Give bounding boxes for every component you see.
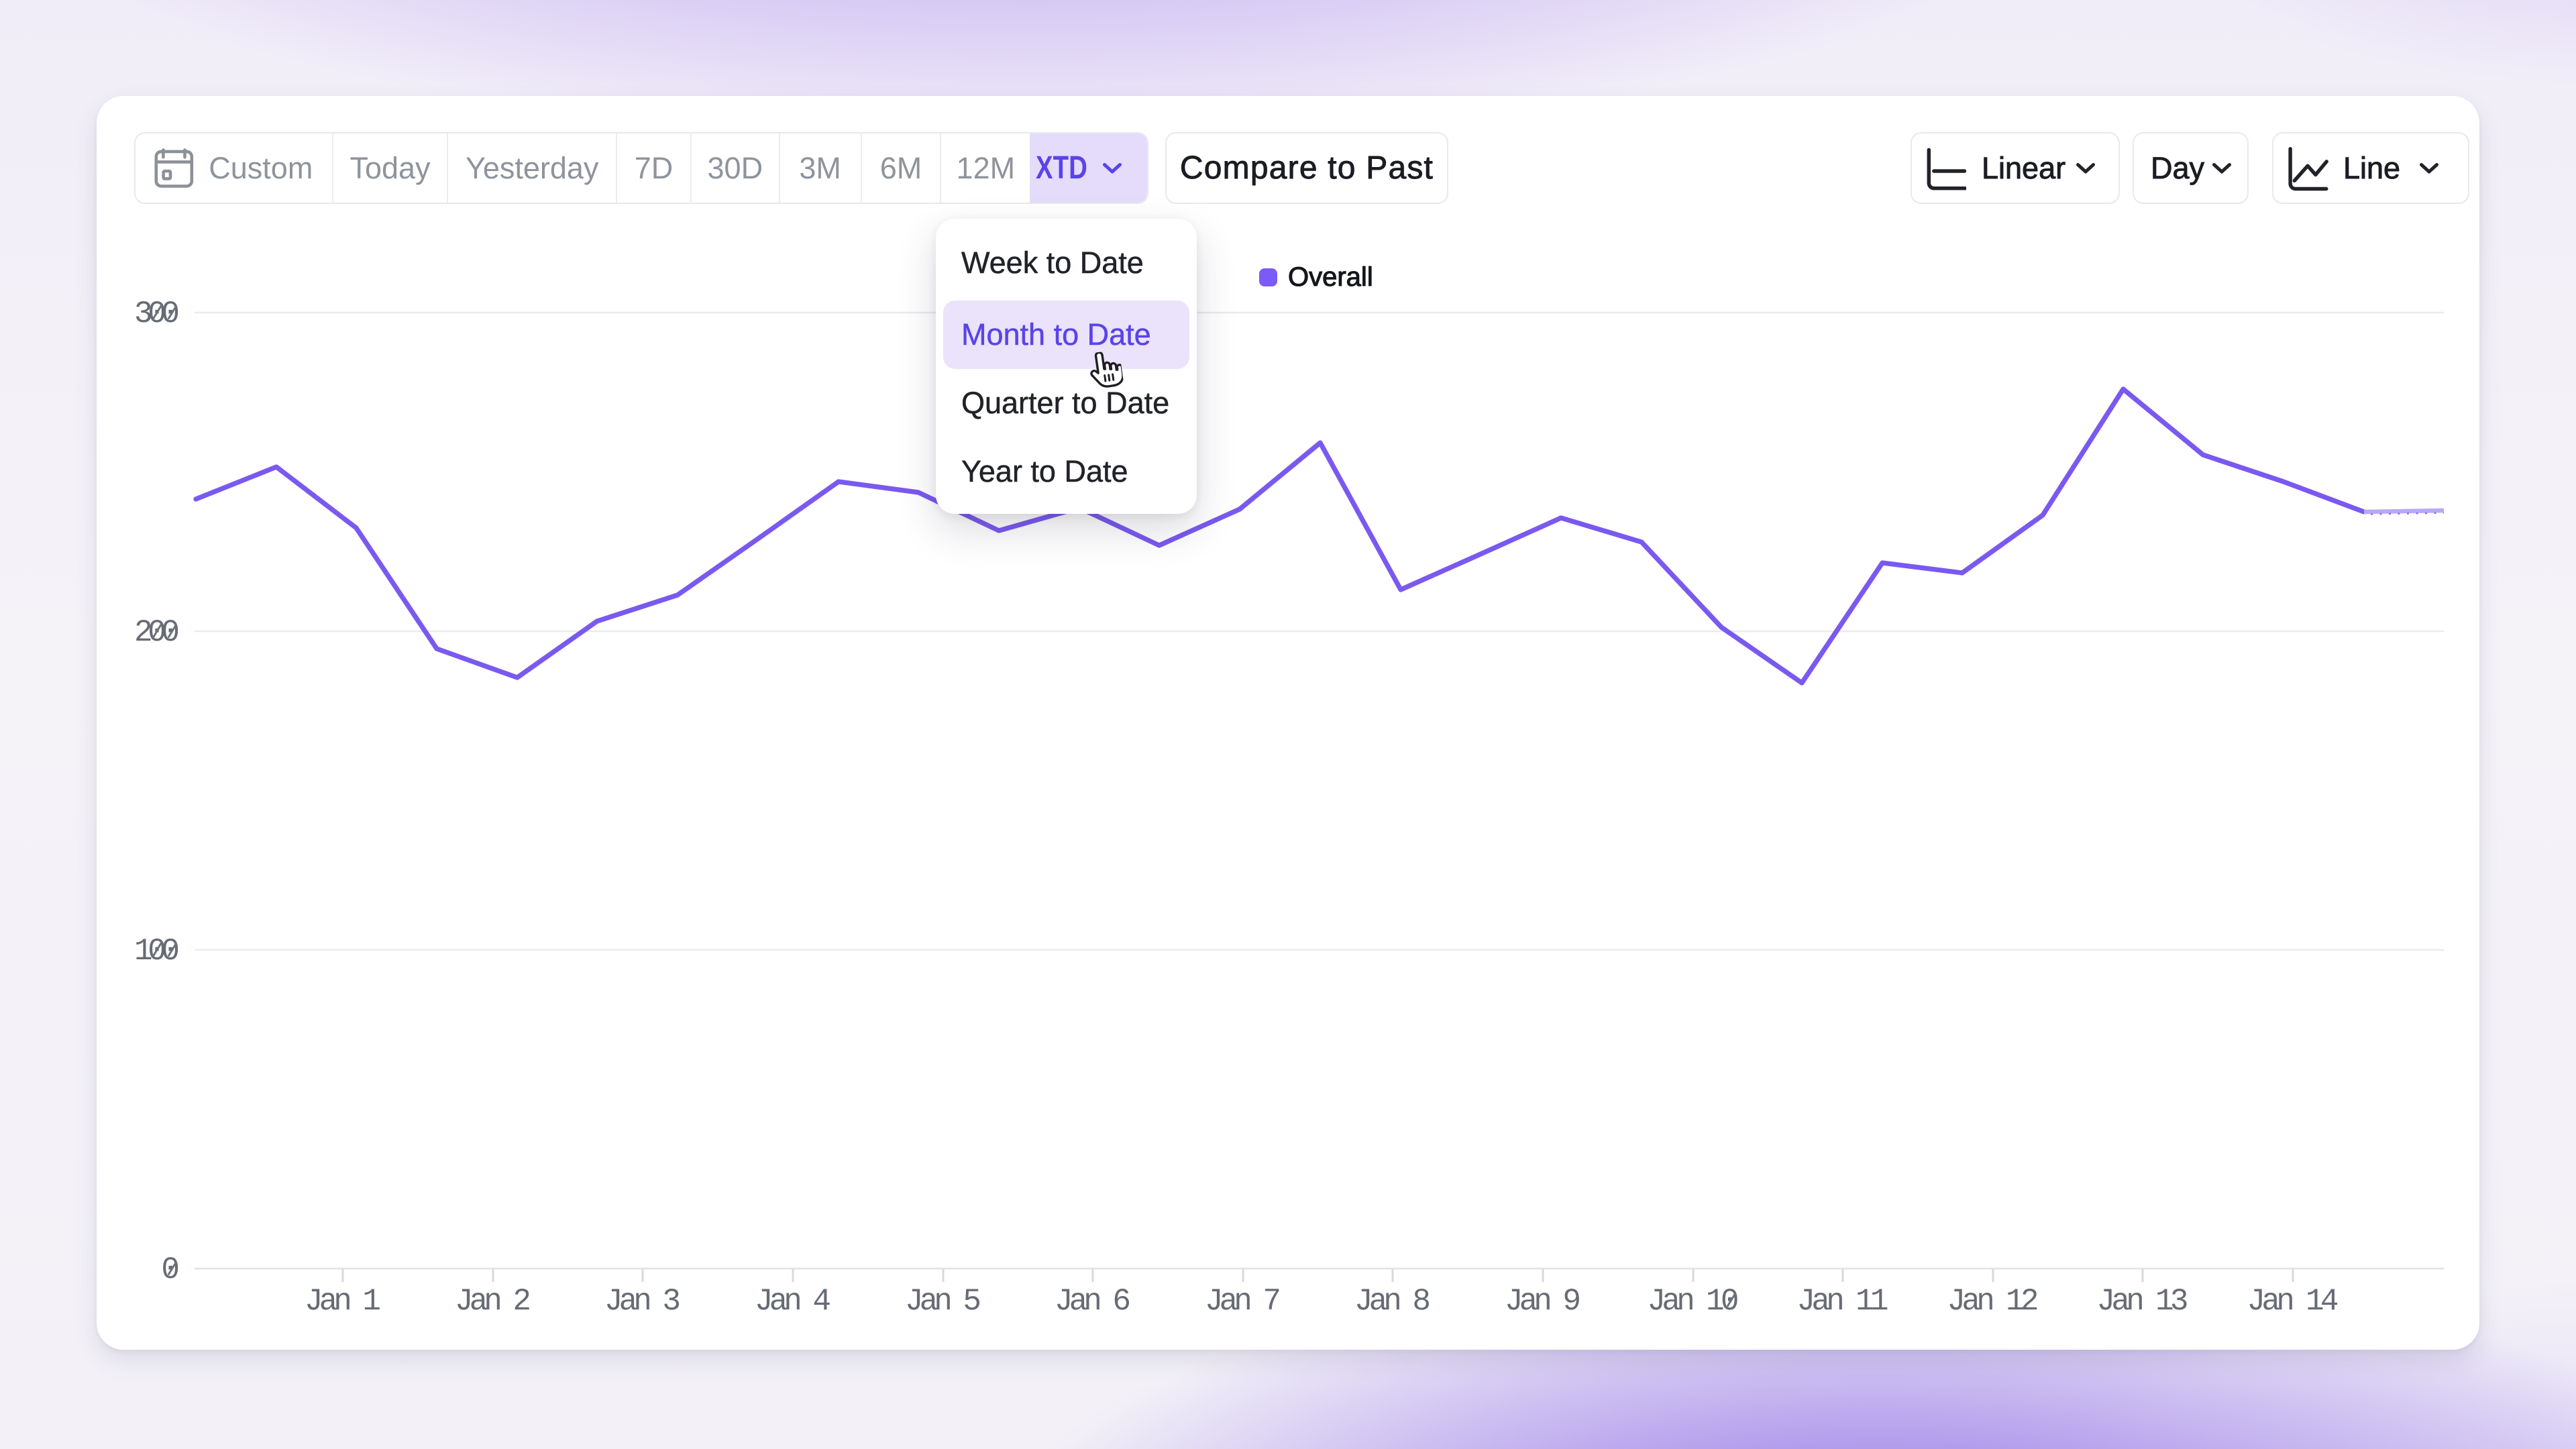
svg-text:Jan 8: Jan 8 <box>1354 1284 1431 1319</box>
svg-text:Jan 2: Jan 2 <box>455 1284 531 1319</box>
svg-text:Jan 11: Jan 11 <box>1797 1284 1889 1319</box>
svg-text:Jan 7: Jan 7 <box>1205 1284 1281 1319</box>
svg-text:Jan 13: Jan 13 <box>2097 1284 2189 1319</box>
svg-text:Jan 12: Jan 12 <box>1947 1284 2039 1319</box>
svg-text:Jan 14: Jan 14 <box>2247 1284 2339 1319</box>
svg-text:Jan 10: Jan 10 <box>1648 1284 1739 1319</box>
svg-text:Jan 1: Jan 1 <box>305 1284 381 1319</box>
svg-text:Jan 6: Jan 6 <box>1055 1284 1131 1319</box>
svg-text:Jan 4: Jan 4 <box>755 1284 831 1319</box>
svg-text:Jan 3: Jan 3 <box>604 1284 681 1319</box>
svg-text:Jan 5: Jan 5 <box>905 1284 981 1319</box>
svg-text:Jan 9: Jan 9 <box>1505 1284 1581 1319</box>
